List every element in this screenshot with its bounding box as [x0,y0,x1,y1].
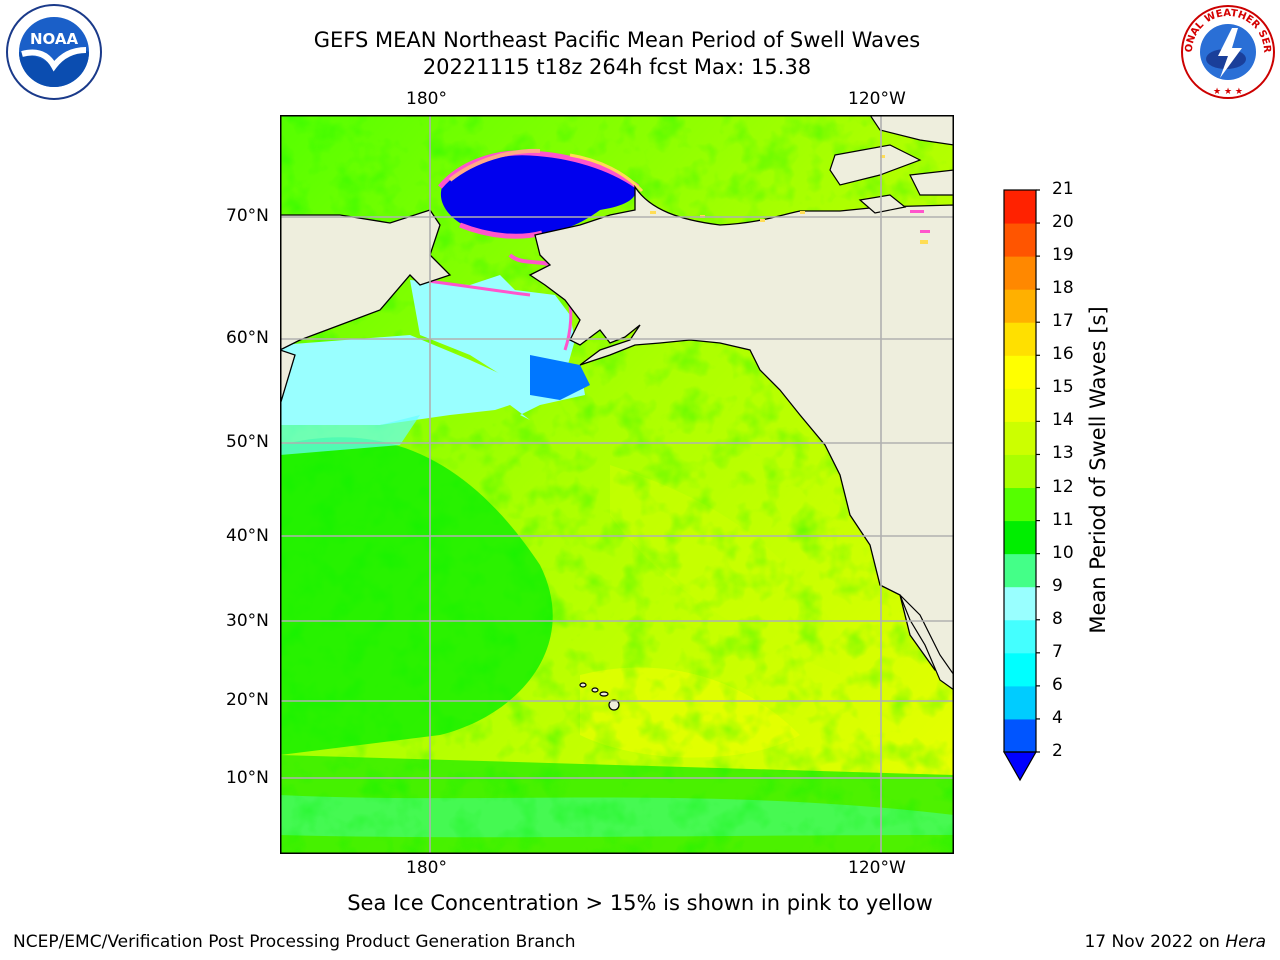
colorbar-segment [1004,190,1036,224]
colorbar-tick-label: 19 [1052,245,1074,266]
colorbar-tick-label: 15 [1052,377,1074,398]
colorbar-tick-label: 14 [1052,410,1074,431]
noaa-logo-icon: NOAA [6,4,102,100]
colorbar-tick-label: 17 [1052,311,1074,332]
lat-label-50n: 50°N [226,432,269,452]
hawaii-islands [579,682,620,711]
colorbar-segment [1004,520,1036,555]
footer-date: 17 Nov 2022 on Hera [1084,932,1266,952]
colorbar-segment [1004,355,1036,389]
national-weather-service-logo-icon: NATIONAL WEATHER SERVICE ★ ★ ★ [1180,4,1275,99]
lon-label-top-180: 180° [406,89,447,109]
lon-label-bottom-120w: 120°W [848,858,906,878]
colorbar-segment [1004,388,1036,422]
colorbar-tick-label: 16 [1052,344,1074,365]
colorbar-segment [1004,586,1036,621]
noaa-logo-text: NOAA [30,30,79,48]
north-america-land [528,184,954,676]
graticule [280,115,954,854]
colorbar-tick-label: 13 [1052,443,1074,464]
lat-label-60n: 60°N [226,328,269,348]
colorbar-segment [1004,685,1036,720]
footer-branch: NCEP/EMC/Verification Post Processing Pr… [13,932,576,952]
colorbar-tick-label: 8 [1052,608,1063,629]
lon-label-top-120w: 120°W [848,89,906,109]
colorbar-title: Mean Period of Swell Waves [s] [1086,306,1110,634]
colorbar-segment [1004,223,1036,257]
lat-label-10n: 10°N [226,768,269,788]
lat-label-70n: 70°N [226,206,269,226]
lon-label-bottom-180: 180° [406,858,447,878]
colorbar-tick-label: 18 [1052,278,1074,299]
colorbar-segment [1004,256,1036,290]
colorbar-segment [1004,289,1036,323]
footer-host: Hera [1225,932,1266,952]
footer-date-text: 17 Nov 2022 on [1084,932,1226,952]
colorbar-tick-label: 6 [1052,674,1063,695]
colorbar [1002,189,1040,782]
colorbar-tick-label: 9 [1052,575,1063,596]
siberia-land [280,209,452,351]
colorbar-segment [1004,619,1036,654]
colorbar-segment [1004,487,1036,522]
colorbar-tick-label: 7 [1052,641,1063,662]
colorbar-tick-label: 10 [1052,542,1074,563]
colorbar-tick-label: 2 [1052,741,1063,761]
lat-label-40n: 40°N [226,526,269,546]
colorbar-tick-label: 20 [1052,212,1074,233]
lat-label-30n: 30°N [226,611,269,631]
colorbar-tick-label: 12 [1052,476,1074,497]
colorbar-tick-label: 11 [1052,509,1074,530]
colorbar-segments [1004,190,1036,753]
svg-text:★ ★ ★: ★ ★ ★ [1213,87,1243,97]
bering-sea-cyan-region [280,335,585,425]
map-subtitle: 20221115 t18z 264h fcst Max: 15.38 [422,55,812,79]
colorbar-segment [1004,322,1036,356]
lat-label-20n: 20°N [226,690,269,710]
colorbar-extend-arrow [1002,751,1038,782]
colorbar-segment [1004,553,1036,588]
swell-period-map [280,115,954,854]
colorbar-segment [1004,718,1036,753]
map-title: GEFS MEAN Northeast Pacific Mean Period … [313,28,921,52]
colorbar-tick-label: 21 [1052,179,1074,199]
colorbar-tick-label: 4 [1052,707,1063,728]
colorbar-segment [1004,454,1036,489]
sea-ice-note: Sea Ice Concentration > 15% is shown in … [347,891,933,915]
colorbar-segment [1004,652,1036,687]
colorbar-segment [1004,421,1036,455]
arctic-low-period-region [440,154,636,235]
